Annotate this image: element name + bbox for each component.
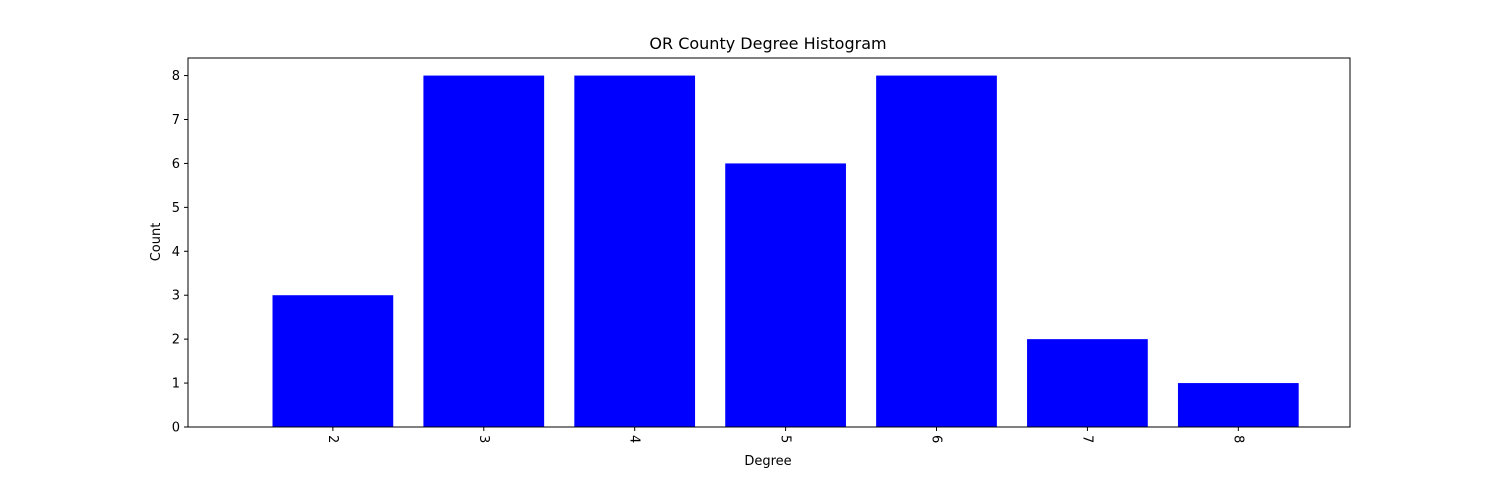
bar-3 xyxy=(423,75,545,428)
y-tick-label: 7 xyxy=(172,113,180,128)
y-tick-label: 3 xyxy=(172,289,180,304)
x-tick-label: 5 xyxy=(778,435,793,443)
y-tick-label: 6 xyxy=(172,157,180,172)
y-tick-label: 2 xyxy=(172,333,180,348)
y-tick-label: 5 xyxy=(172,201,180,216)
y-tick-label: 4 xyxy=(172,245,180,260)
y-axis: 0 1 2 3 4 5 6 7 8 xyxy=(172,69,188,436)
x-tick-label: 3 xyxy=(476,435,491,443)
x-tick-label: 8 xyxy=(1230,435,1245,443)
x-axis: 2 3 4 5 6 7 8 xyxy=(325,427,1245,443)
y-tick-label: 0 xyxy=(172,421,180,436)
x-tick-label: 4 xyxy=(627,435,642,443)
x-axis-label: Degree xyxy=(744,454,791,469)
y-axis-label: Count xyxy=(149,223,164,262)
bar-2 xyxy=(272,295,394,427)
x-tick-label: 2 xyxy=(325,435,340,443)
chart-title: OR County Degree Histogram xyxy=(649,34,886,53)
plot-frame xyxy=(187,57,1351,428)
y-tick-label: 1 xyxy=(172,377,180,392)
bar-8 xyxy=(1177,383,1299,427)
bar-5 xyxy=(725,163,846,427)
bar-4 xyxy=(574,75,696,428)
bar-6 xyxy=(876,75,997,428)
x-tick-label: 7 xyxy=(1079,435,1094,443)
bar-7 xyxy=(1027,339,1148,427)
y-tick-label: 8 xyxy=(172,69,180,84)
bars-group xyxy=(272,75,1299,428)
x-tick-label: 6 xyxy=(929,435,944,443)
